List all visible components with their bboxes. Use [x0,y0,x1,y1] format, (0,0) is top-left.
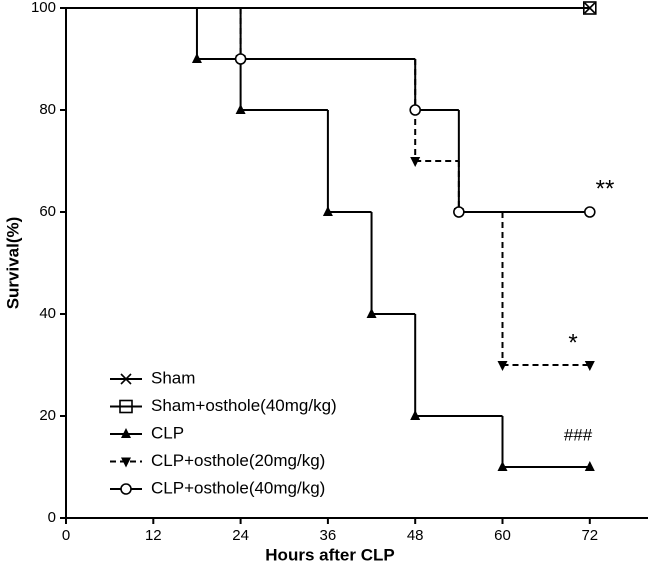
annotation: ### [564,425,593,444]
marker [582,1,597,15]
marker [366,308,377,318]
x-tick-label: 72 [581,527,598,544]
marker [410,157,421,167]
x-axis-label: Hours after CLP [265,545,394,564]
marker [453,206,465,218]
y-axis-label: Survival(%) [3,217,22,310]
marker [584,2,596,14]
marker [497,361,508,371]
y-tick-label: 40 [39,305,56,322]
legend-marker [121,428,131,438]
legend-label: CLP+osthole(40mg/kg) [151,478,325,497]
legend-marker [120,483,132,495]
y-tick-label: 100 [31,0,56,16]
legend-label: Sham+osthole(40mg/kg) [151,396,337,415]
y-tick-label: 20 [39,407,56,424]
annotation: * [568,329,577,356]
marker [234,53,247,65]
legend-label: CLP [151,423,184,442]
marker [409,104,422,116]
annotation: ** [596,175,615,202]
legend-marker [120,373,132,385]
marker [235,104,246,114]
marker [410,410,421,420]
marker [322,206,333,216]
legend-marker [121,457,131,468]
y-tick-label: 0 [48,509,56,526]
legend-marker [119,399,133,414]
x-tick-label: 24 [232,527,249,544]
marker [584,461,595,471]
x-tick-label: 60 [494,527,511,544]
legend-label: CLP+osthole(20mg/kg) [151,451,325,470]
marker [191,53,202,63]
x-tick-label: 12 [145,527,162,544]
x-tick-label: 36 [320,527,337,544]
x-tick-label: 0 [62,527,70,544]
marker [497,461,508,471]
y-tick-label: 60 [39,203,56,220]
marker [584,361,595,371]
legend-label: Sham [151,368,195,387]
marker [583,206,596,218]
y-tick-label: 80 [39,101,56,118]
x-tick-label: 48 [407,527,424,544]
